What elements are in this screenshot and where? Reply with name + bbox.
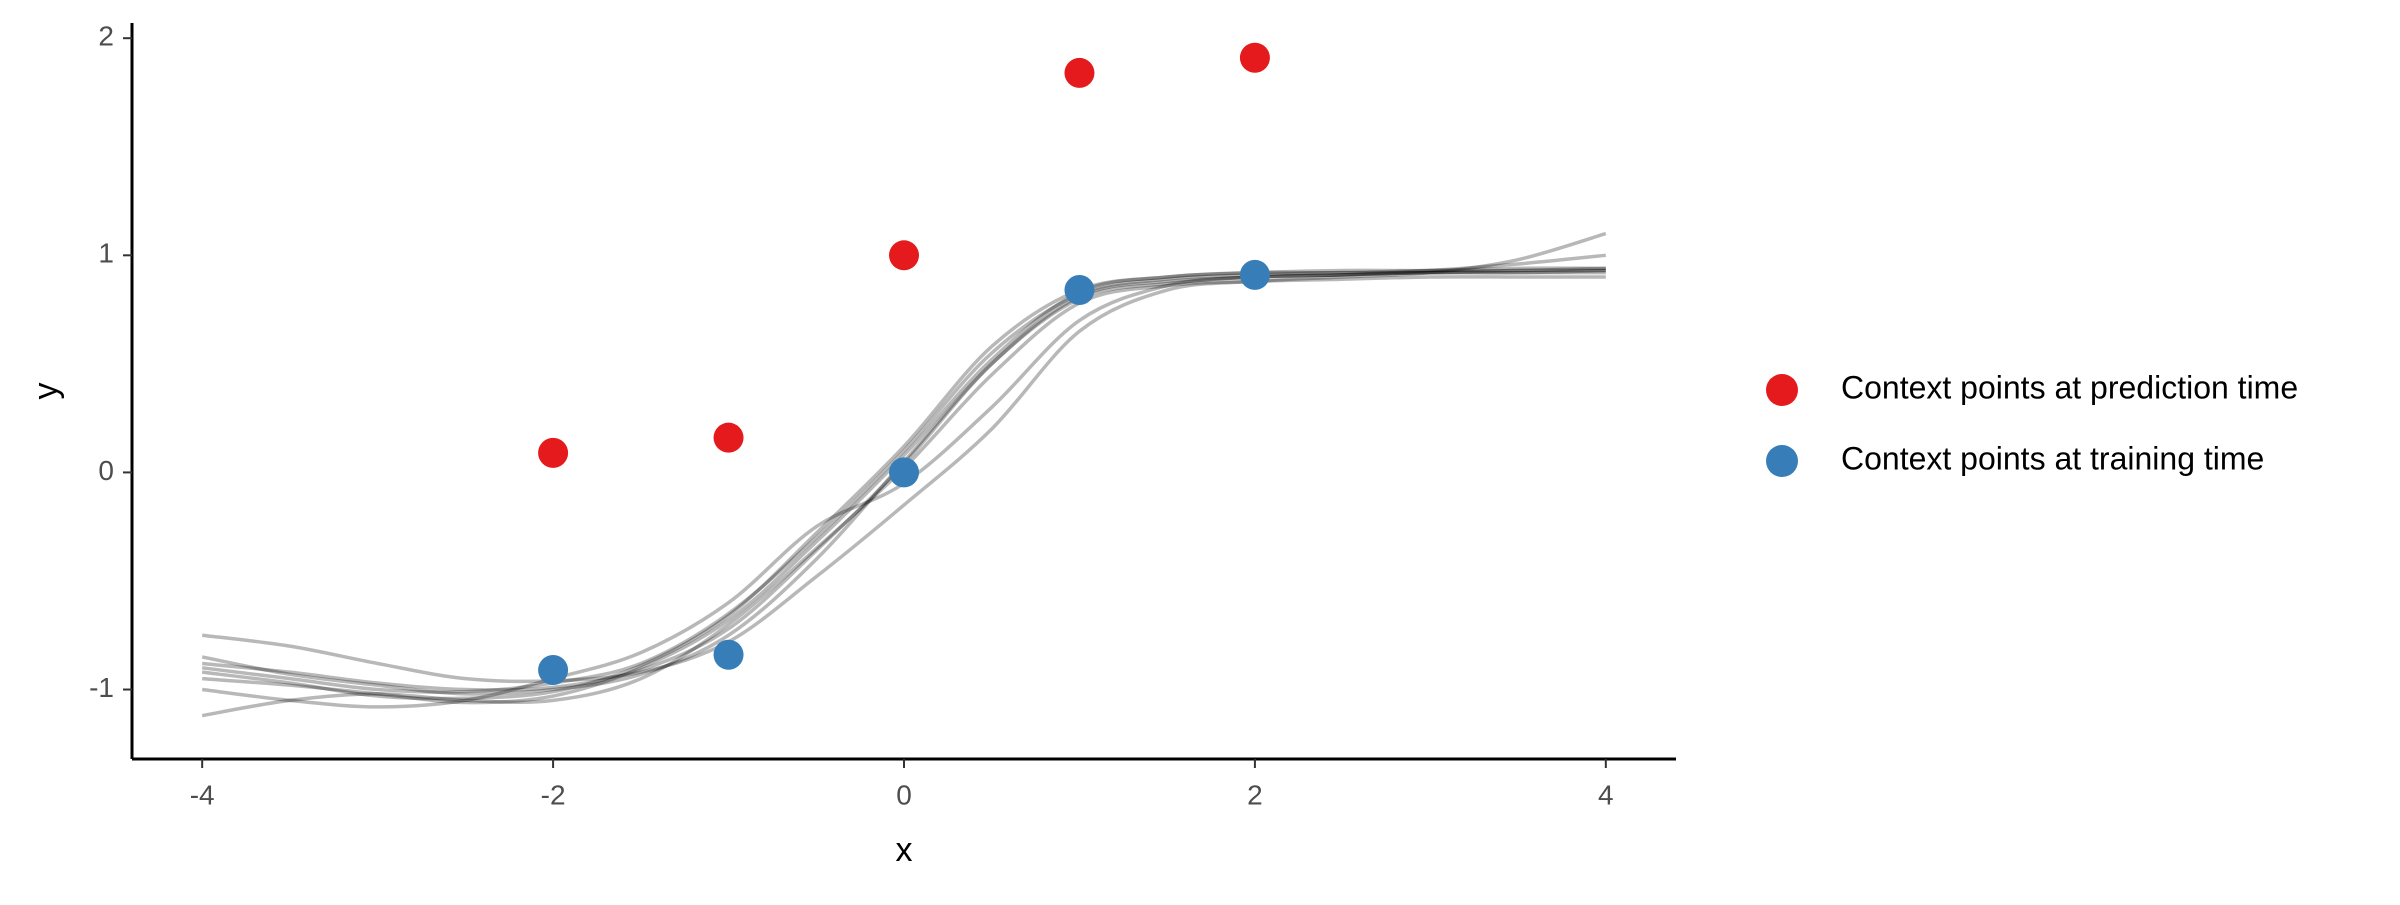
y-tick-label: -1 [89,672,114,703]
legend-marker [1766,445,1798,477]
sample-curve [201,275,1606,718]
sample-curve [201,268,1606,694]
data-point [1064,275,1095,306]
legend-label: Context points at prediction time [1841,369,2298,405]
data-point [713,422,744,453]
x-tick-label: 2 [1247,779,1263,810]
data-point [889,457,919,488]
data-point [1239,259,1270,290]
x-tick-label: 4 [1598,779,1614,810]
sample-curve [201,231,1607,684]
x-tick-label: -4 [190,779,215,810]
y-tick-label: 0 [98,455,114,486]
x-tick-label: -2 [541,779,566,810]
x-axis-title: x [896,831,913,869]
y-tick-label: 2 [98,21,114,52]
sample-curve [202,266,1606,705]
y-axis-title: y [27,383,65,400]
x-tick-label: 0 [896,779,912,810]
data-point [538,437,569,468]
legend-marker [1766,374,1798,406]
data-point [538,654,569,685]
data-point [1239,42,1270,73]
y-tick-label: 1 [98,238,114,269]
legend-label: Context points at training time [1841,440,2264,476]
sample-curve [201,266,1606,701]
data-point [889,240,919,271]
data-point [1064,57,1095,88]
data-point [713,639,744,670]
